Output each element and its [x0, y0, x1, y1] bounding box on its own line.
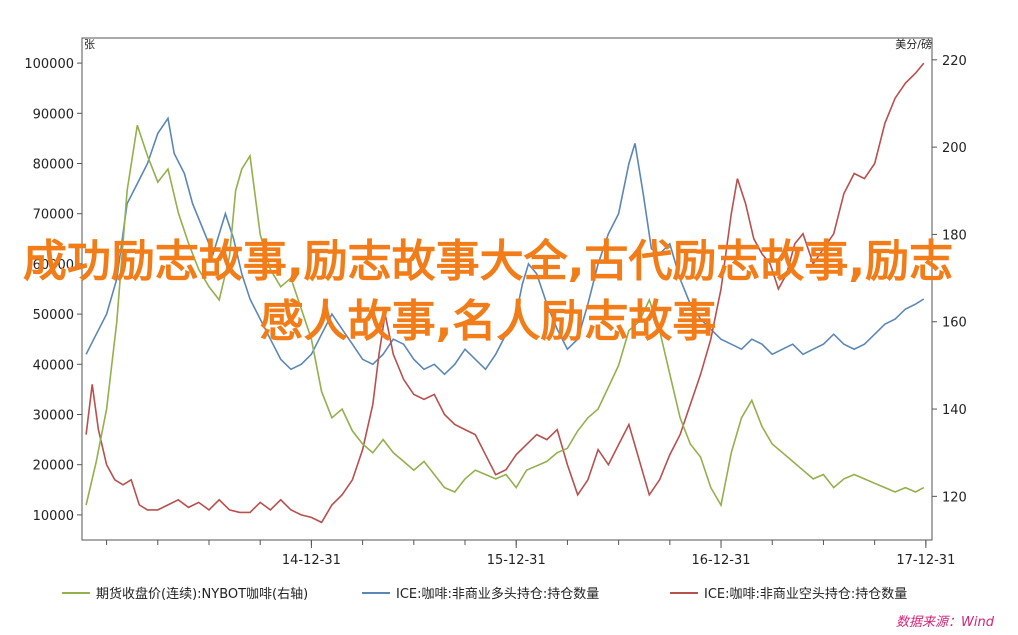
left-axis-unit: 张 — [84, 38, 95, 51]
right-axis: 120 140 160 180 200 220 — [932, 54, 967, 505]
overlay-title: 成功励志故事,励志故事大全,古代励志故事,励志感人故事,名人励志故事 — [22, 236, 954, 347]
legend-entry: ICE:咖啡:非商业空头持仓:持仓数量 — [704, 587, 907, 602]
legend: 期货收盘价(连续):NYBOT咖啡(右轴) ICE:咖啡:非商业多头持仓:持仓数量… — [62, 586, 907, 602]
right-tick-label: 200 — [942, 141, 967, 156]
left-tick-label: 60000 — [33, 258, 74, 273]
left-tick-label: 70000 — [33, 208, 74, 223]
right-tick-label: 180 — [942, 228, 967, 243]
x-tick-label: 16-12-31 — [692, 553, 751, 568]
right-tick-label: 140 — [942, 403, 967, 418]
legend-entry: ICE:咖啡:非商业多头持仓:持仓数量 — [396, 586, 599, 602]
x-axis: 14-12-31 15-12-31 16-12-31 17-12-31 — [106, 540, 955, 568]
plot-area — [81, 37, 933, 541]
data-source: 数据来源：Wind — [896, 615, 995, 630]
left-tick-label: 100000 — [24, 57, 74, 72]
series-line-1 — [85, 116, 925, 376]
x-tick-label: 17-12-31 — [896, 553, 955, 568]
series-line-2 — [85, 62, 925, 524]
left-tick-label: 20000 — [33, 459, 74, 474]
series-line-3 — [85, 125, 925, 508]
series-lines — [85, 62, 925, 524]
right-tick-label: 120 — [942, 490, 967, 505]
x-tick-label: 14-12-31 — [282, 553, 341, 568]
left-axis: 10000 20000 30000 40000 50000 60000 70000 80000… — [24, 57, 82, 524]
left-tick-label: 40000 — [33, 358, 74, 373]
right-axis-unit: 美分/磅 — [895, 37, 932, 51]
right-tick-label: 220 — [942, 54, 967, 69]
left-tick-label: 50000 — [33, 308, 74, 323]
right-tick-label: 160 — [942, 316, 967, 331]
left-tick-label: 80000 — [33, 158, 74, 173]
left-tick-label: 30000 — [33, 409, 74, 424]
left-tick-label: 10000 — [33, 509, 74, 524]
legend-entry: 期货收盘价(连续):NYBOT咖啡(右轴) — [96, 586, 308, 602]
left-tick-label: 90000 — [33, 107, 74, 122]
x-tick-label: 15-12-31 — [487, 553, 546, 568]
